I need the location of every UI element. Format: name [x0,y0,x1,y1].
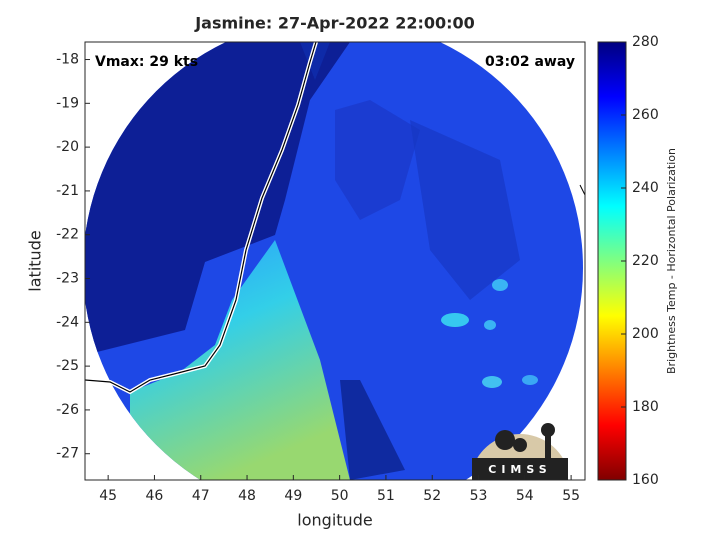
x-tick-label: 55 [562,488,580,504]
y-tick-label: -25 [56,358,79,374]
colorbar-label: Brightness Temp - Horizontal Polarizatio… [665,148,678,374]
title: Jasmine: 27-Apr-2022 22:00:00 [194,14,475,33]
y-tick-label: -23 [56,271,79,287]
x-tick-label: 50 [331,488,349,504]
x-tick-label: 47 [192,488,210,504]
logo: CIMSS [472,423,568,480]
y-tick-label: -21 [56,183,79,199]
y-tick-label: -24 [56,314,79,330]
x-tick-label: 49 [284,488,302,504]
annotation: 03:02 away [485,54,575,70]
y-tick-label: -20 [56,139,79,155]
swath [85,42,585,480]
x-tick-label: 53 [470,488,488,504]
colorbar-tick-label: 200 [632,326,659,342]
x-tick-label: 54 [516,488,534,504]
x-tick-label: 52 [423,488,441,504]
colorbar-tick-label: 160 [632,472,659,488]
y-tick-label: -26 [56,402,79,418]
y-tick-label: -18 [56,52,79,68]
colorbar-tick-label: 220 [632,253,659,269]
x-tick-label: 51 [377,488,395,504]
colorbar-tick-label: 280 [632,34,659,50]
y-tick-label: -27 [56,446,79,462]
x-tick-label: 45 [99,488,117,504]
x-tick-label: 48 [238,488,256,504]
x-tick-label: 46 [146,488,164,504]
plot-frame [84,41,586,481]
annotation: Vmax: 29 kts [95,54,198,70]
colorbar-tick-label: 260 [632,107,659,123]
logo-text: CIMSS [488,463,551,476]
x-axis-label: longitude [297,511,372,530]
y-tick-label: -22 [56,227,79,243]
y-axis-label: latitude [26,230,45,291]
colorbar-tick-label: 180 [632,399,659,415]
colorbar-tick-label: 240 [632,180,659,196]
y-tick-label: -19 [56,95,79,111]
